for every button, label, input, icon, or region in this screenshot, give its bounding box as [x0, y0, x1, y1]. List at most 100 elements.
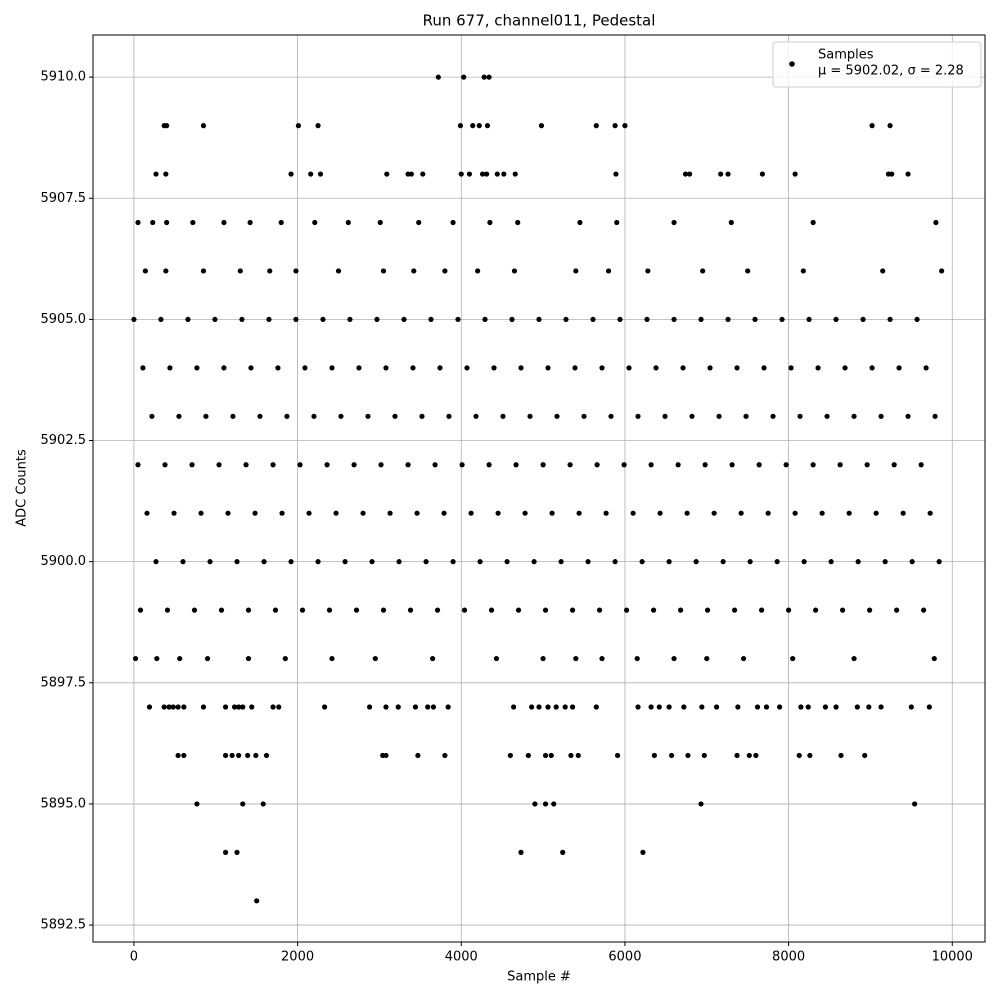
point — [815, 365, 821, 371]
point — [140, 365, 146, 371]
point — [933, 219, 939, 226]
point — [236, 704, 242, 710]
point — [846, 510, 852, 516]
x-tick-label: 8000 — [772, 950, 805, 965]
point — [648, 462, 654, 468]
point — [511, 268, 518, 274]
legend-note: μ = 5902.02, σ = 2.28 — [818, 64, 964, 79]
point — [801, 559, 807, 565]
point — [731, 607, 738, 613]
point — [634, 655, 640, 662]
point — [266, 316, 272, 323]
point — [276, 704, 282, 710]
point — [484, 123, 491, 129]
point — [765, 510, 771, 516]
point — [567, 462, 573, 468]
point — [921, 607, 927, 613]
point — [758, 607, 765, 613]
point — [383, 752, 389, 759]
point — [326, 607, 333, 613]
point — [154, 655, 160, 662]
point — [527, 413, 533, 419]
point — [599, 655, 605, 662]
point — [486, 74, 492, 80]
point — [593, 123, 599, 129]
point — [158, 316, 164, 323]
point — [522, 510, 528, 516]
point — [512, 171, 518, 177]
point — [792, 510, 798, 516]
point — [838, 752, 844, 759]
point — [237, 268, 243, 274]
point — [810, 462, 816, 468]
point — [668, 752, 675, 759]
point — [272, 607, 279, 613]
x-axis-label: Sample # — [507, 970, 571, 985]
point — [878, 704, 884, 710]
point — [475, 268, 481, 274]
point — [756, 462, 762, 468]
point — [931, 655, 937, 662]
y-tick-label: 5905.0 — [41, 312, 87, 327]
point — [380, 268, 387, 274]
point — [239, 316, 245, 323]
point — [507, 752, 513, 759]
point — [315, 559, 321, 565]
point — [135, 219, 141, 226]
point — [725, 316, 731, 323]
point — [558, 559, 564, 565]
point — [702, 462, 708, 468]
point — [700, 268, 706, 274]
point — [855, 559, 861, 565]
point — [752, 316, 758, 323]
point — [594, 462, 600, 468]
y-tick-label: 5907.5 — [41, 191, 87, 206]
point — [936, 559, 942, 565]
point — [263, 752, 270, 759]
point — [461, 607, 468, 613]
point — [293, 316, 299, 323]
point — [639, 559, 645, 565]
y-tick-label: 5902.5 — [41, 433, 87, 448]
point — [851, 655, 857, 662]
point — [656, 704, 662, 710]
point — [866, 704, 872, 710]
point — [569, 607, 576, 613]
point — [698, 316, 704, 323]
point — [175, 752, 181, 759]
point — [644, 316, 650, 323]
point — [176, 413, 182, 419]
point — [200, 704, 207, 710]
point — [372, 655, 378, 662]
point — [369, 559, 375, 565]
point — [593, 704, 599, 710]
point — [720, 559, 726, 565]
point — [162, 462, 168, 468]
point — [554, 413, 560, 419]
point — [873, 510, 879, 516]
point — [927, 510, 933, 516]
point — [257, 413, 263, 419]
chart-title: Run 677, channel011, Pedestal — [423, 12, 656, 30]
point — [240, 801, 246, 807]
point — [222, 849, 229, 855]
point — [329, 365, 335, 371]
point — [707, 365, 713, 371]
point — [245, 607, 252, 613]
point — [324, 462, 330, 468]
point — [297, 462, 303, 468]
point — [392, 413, 398, 419]
point — [776, 704, 783, 710]
point — [275, 365, 281, 371]
point — [686, 171, 693, 177]
point — [479, 171, 486, 177]
point — [461, 74, 467, 80]
point — [666, 559, 672, 565]
point — [785, 607, 792, 613]
point — [384, 171, 390, 177]
point — [207, 559, 213, 565]
point — [288, 559, 294, 565]
point — [797, 413, 803, 419]
point — [729, 462, 735, 468]
